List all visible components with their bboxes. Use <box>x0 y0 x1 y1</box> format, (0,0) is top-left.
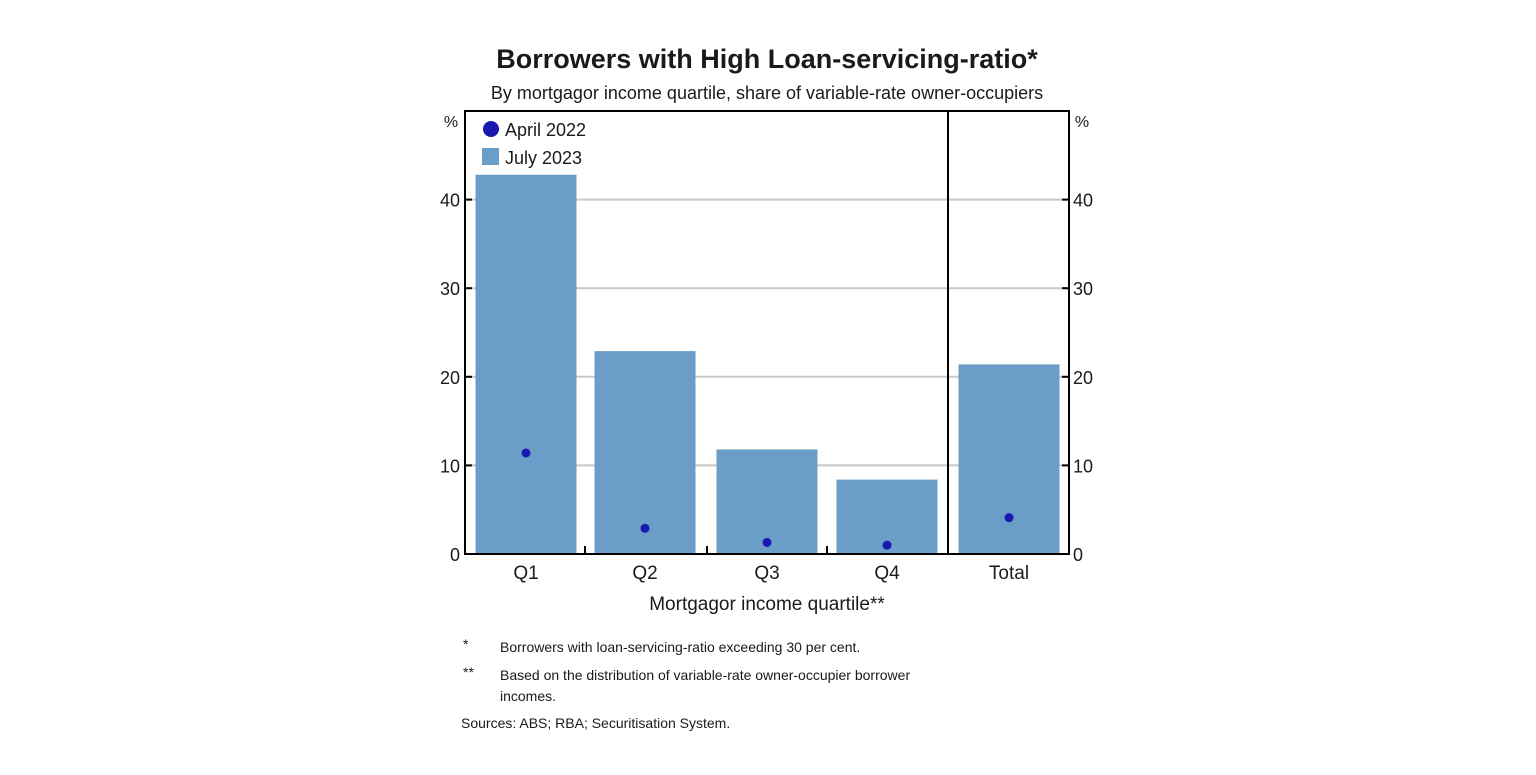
dot-q3 <box>762 537 772 547</box>
dot-q1 <box>521 448 531 458</box>
x-axis-label: Mortgagor income quartile** <box>649 594 885 615</box>
footnote-2-line-2: incomes. <box>500 688 556 704</box>
y-tick-label-left-30: 30 <box>440 279 460 299</box>
bar-q3 <box>716 449 818 554</box>
legend-bar-marker <box>482 148 499 165</box>
footnote-2-line-1: Based on the distribution of variable-ra… <box>500 667 910 683</box>
category-label-total: Total <box>989 563 1029 584</box>
bar-q1 <box>475 174 577 555</box>
legend: April 2022 July 2023 <box>482 120 586 168</box>
bars <box>475 174 1060 555</box>
category-label-q3: Q3 <box>754 563 779 584</box>
y-tick-label-left-0: 0 <box>450 545 460 565</box>
category-labels: Q1 Q2 Q3 Q4 Total <box>513 563 1029 584</box>
y-tick-label-right-0: 0 <box>1073 545 1083 565</box>
chart-subtitle: By mortgagor income quartile, share of v… <box>491 83 1043 103</box>
y-axis-left: 0 10 20 30 40 <box>440 191 472 565</box>
bar-q2 <box>594 351 696 554</box>
y-unit-right: % <box>1075 114 1089 131</box>
y-unit-left: % <box>444 114 458 131</box>
x-axis-ticks <box>584 546 828 554</box>
dots <box>521 448 1014 550</box>
y-tick-label-right-20: 20 <box>1073 368 1093 388</box>
footnotes: * Borrowers with loan-servicing-ratio ex… <box>461 636 914 731</box>
footnote-1-text: Borrowers with loan-servicing-ratio exce… <box>500 639 860 655</box>
dot-q4 <box>882 540 892 550</box>
bar-total <box>958 364 1060 554</box>
dot-total <box>1004 513 1014 523</box>
y-tick-label-right-30: 30 <box>1073 279 1093 299</box>
y-axis-right: 0 10 20 30 40 <box>1062 191 1093 565</box>
y-tick-label-left-40: 40 <box>440 191 460 211</box>
footnote-2-marker: ** <box>463 664 474 680</box>
footnote-1-marker: * <box>463 636 469 652</box>
y-tick-label-left-10: 10 <box>440 456 460 476</box>
dot-q2 <box>640 523 650 533</box>
category-label-q4: Q4 <box>874 563 900 584</box>
category-label-q2: Q2 <box>632 563 657 584</box>
y-tick-label-left-20: 20 <box>440 368 460 388</box>
legend-label-april-2022: April 2022 <box>505 120 586 140</box>
category-label-q1: Q1 <box>513 563 538 584</box>
legend-label-july-2023: July 2023 <box>505 148 582 168</box>
y-tick-label-right-10: 10 <box>1073 456 1093 476</box>
footnote-2-text: Based on the distribution of variable-ra… <box>500 667 914 704</box>
chart-title: Borrowers with High Loan-servicing-ratio… <box>496 44 1038 74</box>
legend-dot-marker <box>483 121 499 137</box>
sources: Sources: ABS; RBA; Securitisation System… <box>461 715 730 731</box>
y-tick-label-right-40: 40 <box>1073 191 1093 211</box>
plot-frame <box>464 110 1070 555</box>
